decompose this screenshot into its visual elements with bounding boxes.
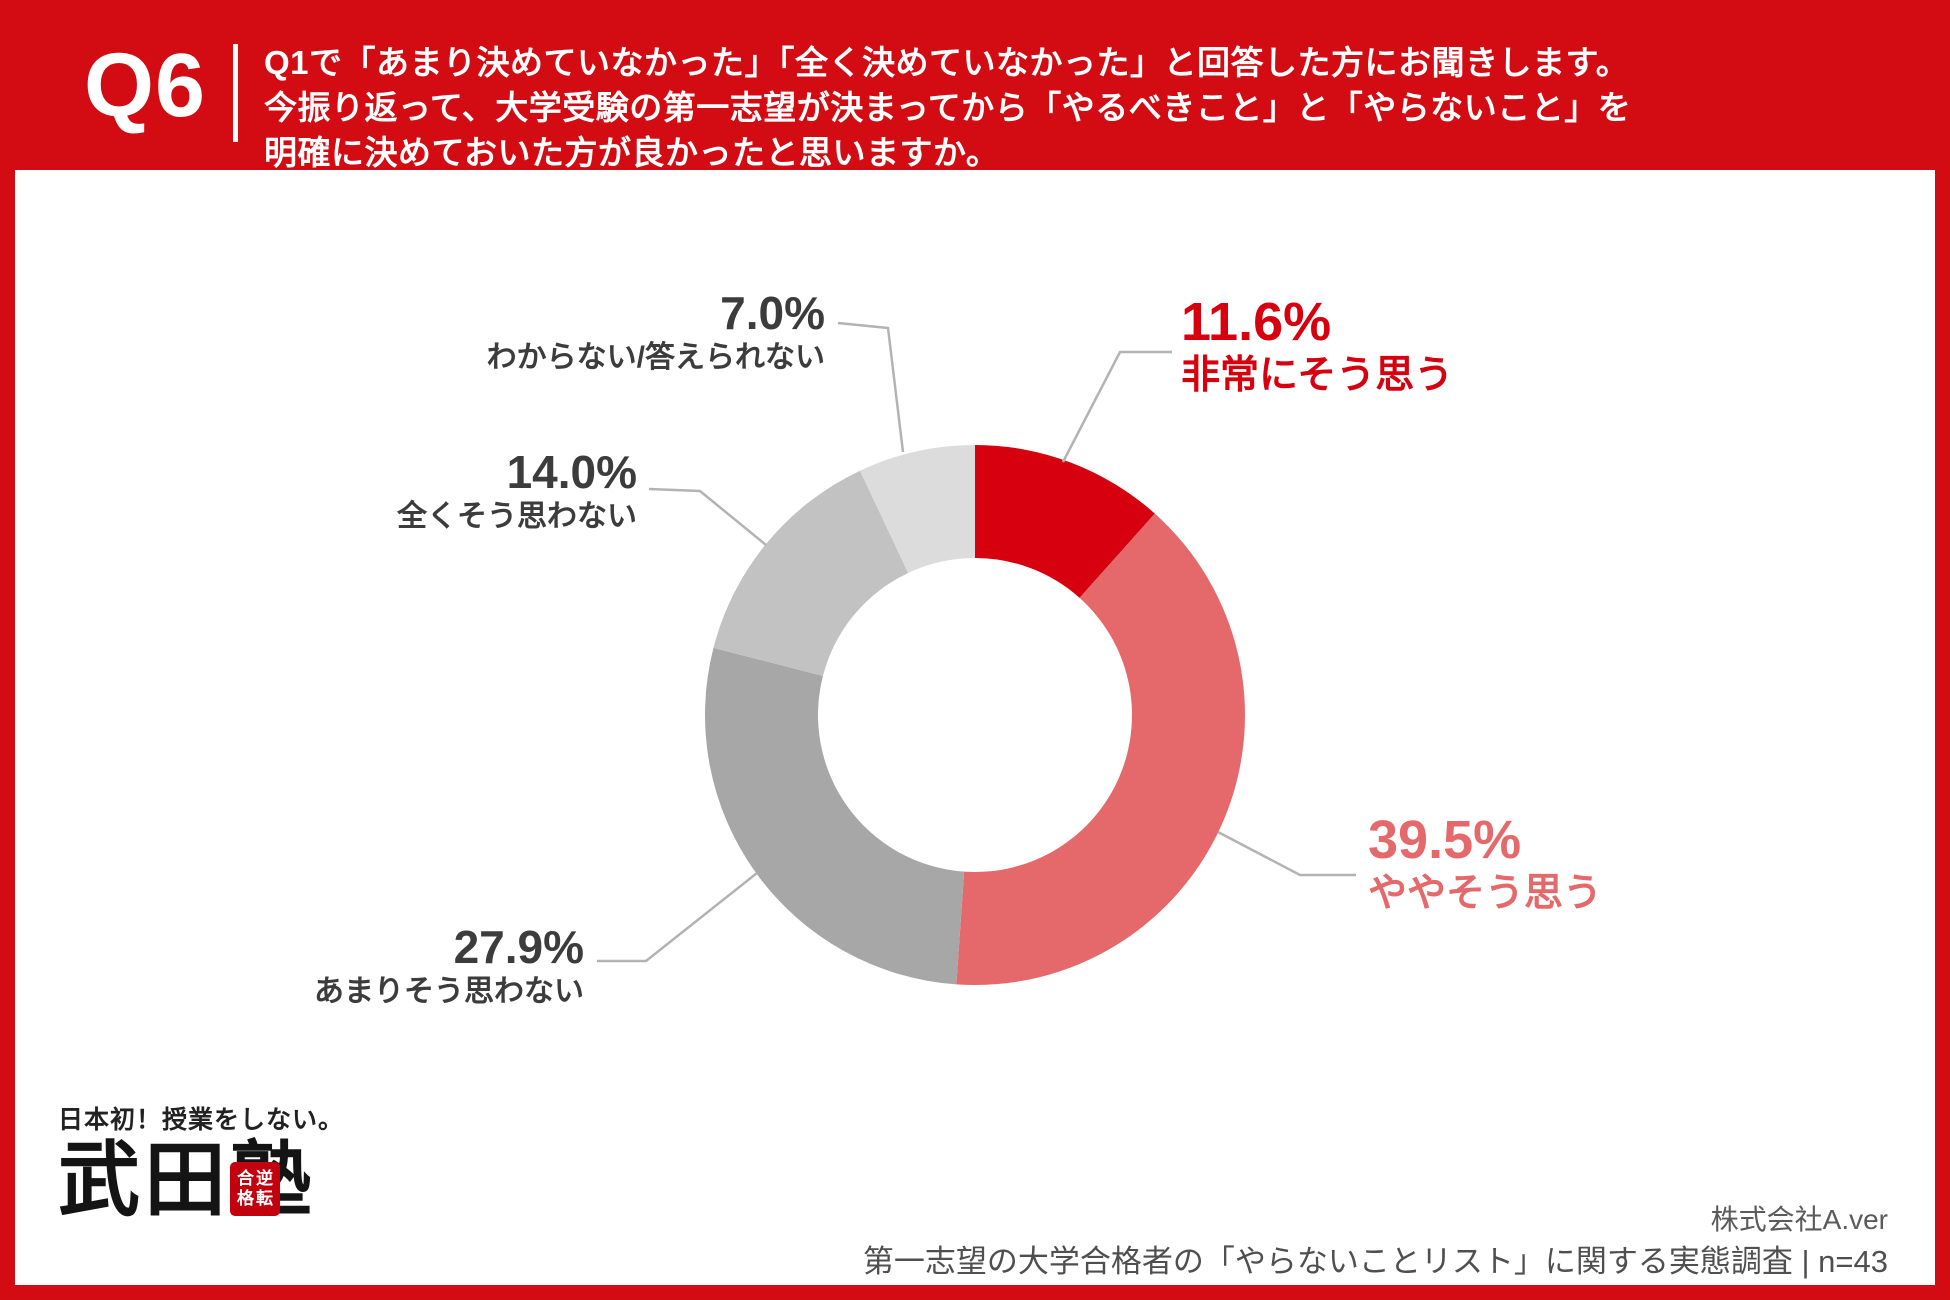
callout-amari-omowanai: 27.9% あまりそう思わない [84, 921, 584, 1009]
callout-amari-label: あまりそう思わない [314, 974, 584, 1008]
callout-mattaku-value: 14.0% [506, 446, 637, 498]
donut-segment [956, 513, 1245, 985]
donut-segment [975, 445, 1155, 598]
callout-wakaranai: 7.0% わからない/答えられない [325, 287, 825, 375]
question-line-2: 今振り返って、大学受験の第一志望が決まってから「やるべきこと」と「やらないこと」… [264, 89, 1632, 126]
question-number: Q6 [83, 36, 207, 136]
donut-segment [705, 647, 965, 985]
donut-segment [860, 445, 975, 573]
seal-column-right: 逆転 [256, 1169, 273, 1208]
callout-connector [1217, 830, 1356, 877]
callout-connector-lines [597, 321, 1356, 963]
logo-tagline: 日本初！授業をしない。 [58, 1107, 345, 1134]
callout-yaya-value: 39.5% [1368, 810, 1522, 870]
takeda-juku-logo: 日本初！授業をしない。 武田塾 [58, 1100, 378, 1260]
seal-column-left: 合格 [237, 1169, 254, 1208]
callout-connector [648, 487, 767, 546]
callout-hijoni-value: 11.6% [1181, 292, 1332, 352]
question-text: Q1で「あまり決めていなかった」「全く決めていなかった」と回答した方にお聞きしま… [264, 40, 1631, 175]
callout-connector [837, 321, 905, 453]
question-header: Q6 Q1で「あまり決めていなかった」「全く決めていなかった」と回答した方にお聞… [0, 0, 1950, 171]
donut-segments [705, 445, 1245, 985]
donut-segment [713, 470, 909, 676]
callout-wakaranai-label: わからない/答えられない [486, 340, 825, 374]
question-line-1: Q1で「あまり決めていなかった」「全く決めていなかった」と回答した方にお聞きしま… [264, 44, 1630, 81]
callout-yaya-souomou: 39.5% ややそう思う [1368, 812, 1602, 917]
footer-company: 株式会社A.ver [1710, 1204, 1888, 1235]
gyakuten-gokaku-seal-icon: 逆転 合格 [230, 1162, 280, 1216]
callout-wakaranai-value: 7.0% [720, 287, 825, 339]
callout-yaya-label: ややそう思う [1368, 872, 1603, 916]
callout-mattaku-label: 全くそう思わない [397, 499, 637, 533]
header-divider [233, 44, 238, 142]
callout-connector [597, 872, 758, 963]
chart-panel [15, 170, 1935, 1285]
footer-survey-title: 第一志望の大学合格者の「やらないことリスト」に関する実態調査 | n=43 [862, 1244, 1888, 1279]
callout-hijoni-label: 非常にそう思う [1181, 354, 1454, 398]
callout-hijoni-souomou: 11.6% 非常にそう思う [1181, 294, 1453, 399]
callout-mattaku-omowanai: 14.0% 全くそう思わない [137, 446, 637, 534]
callout-amari-value: 27.9% [453, 921, 584, 973]
callout-connector [1061, 350, 1172, 463]
question-line-3: 明確に決めておいた方が良かったと思いますか。 [264, 134, 1000, 171]
